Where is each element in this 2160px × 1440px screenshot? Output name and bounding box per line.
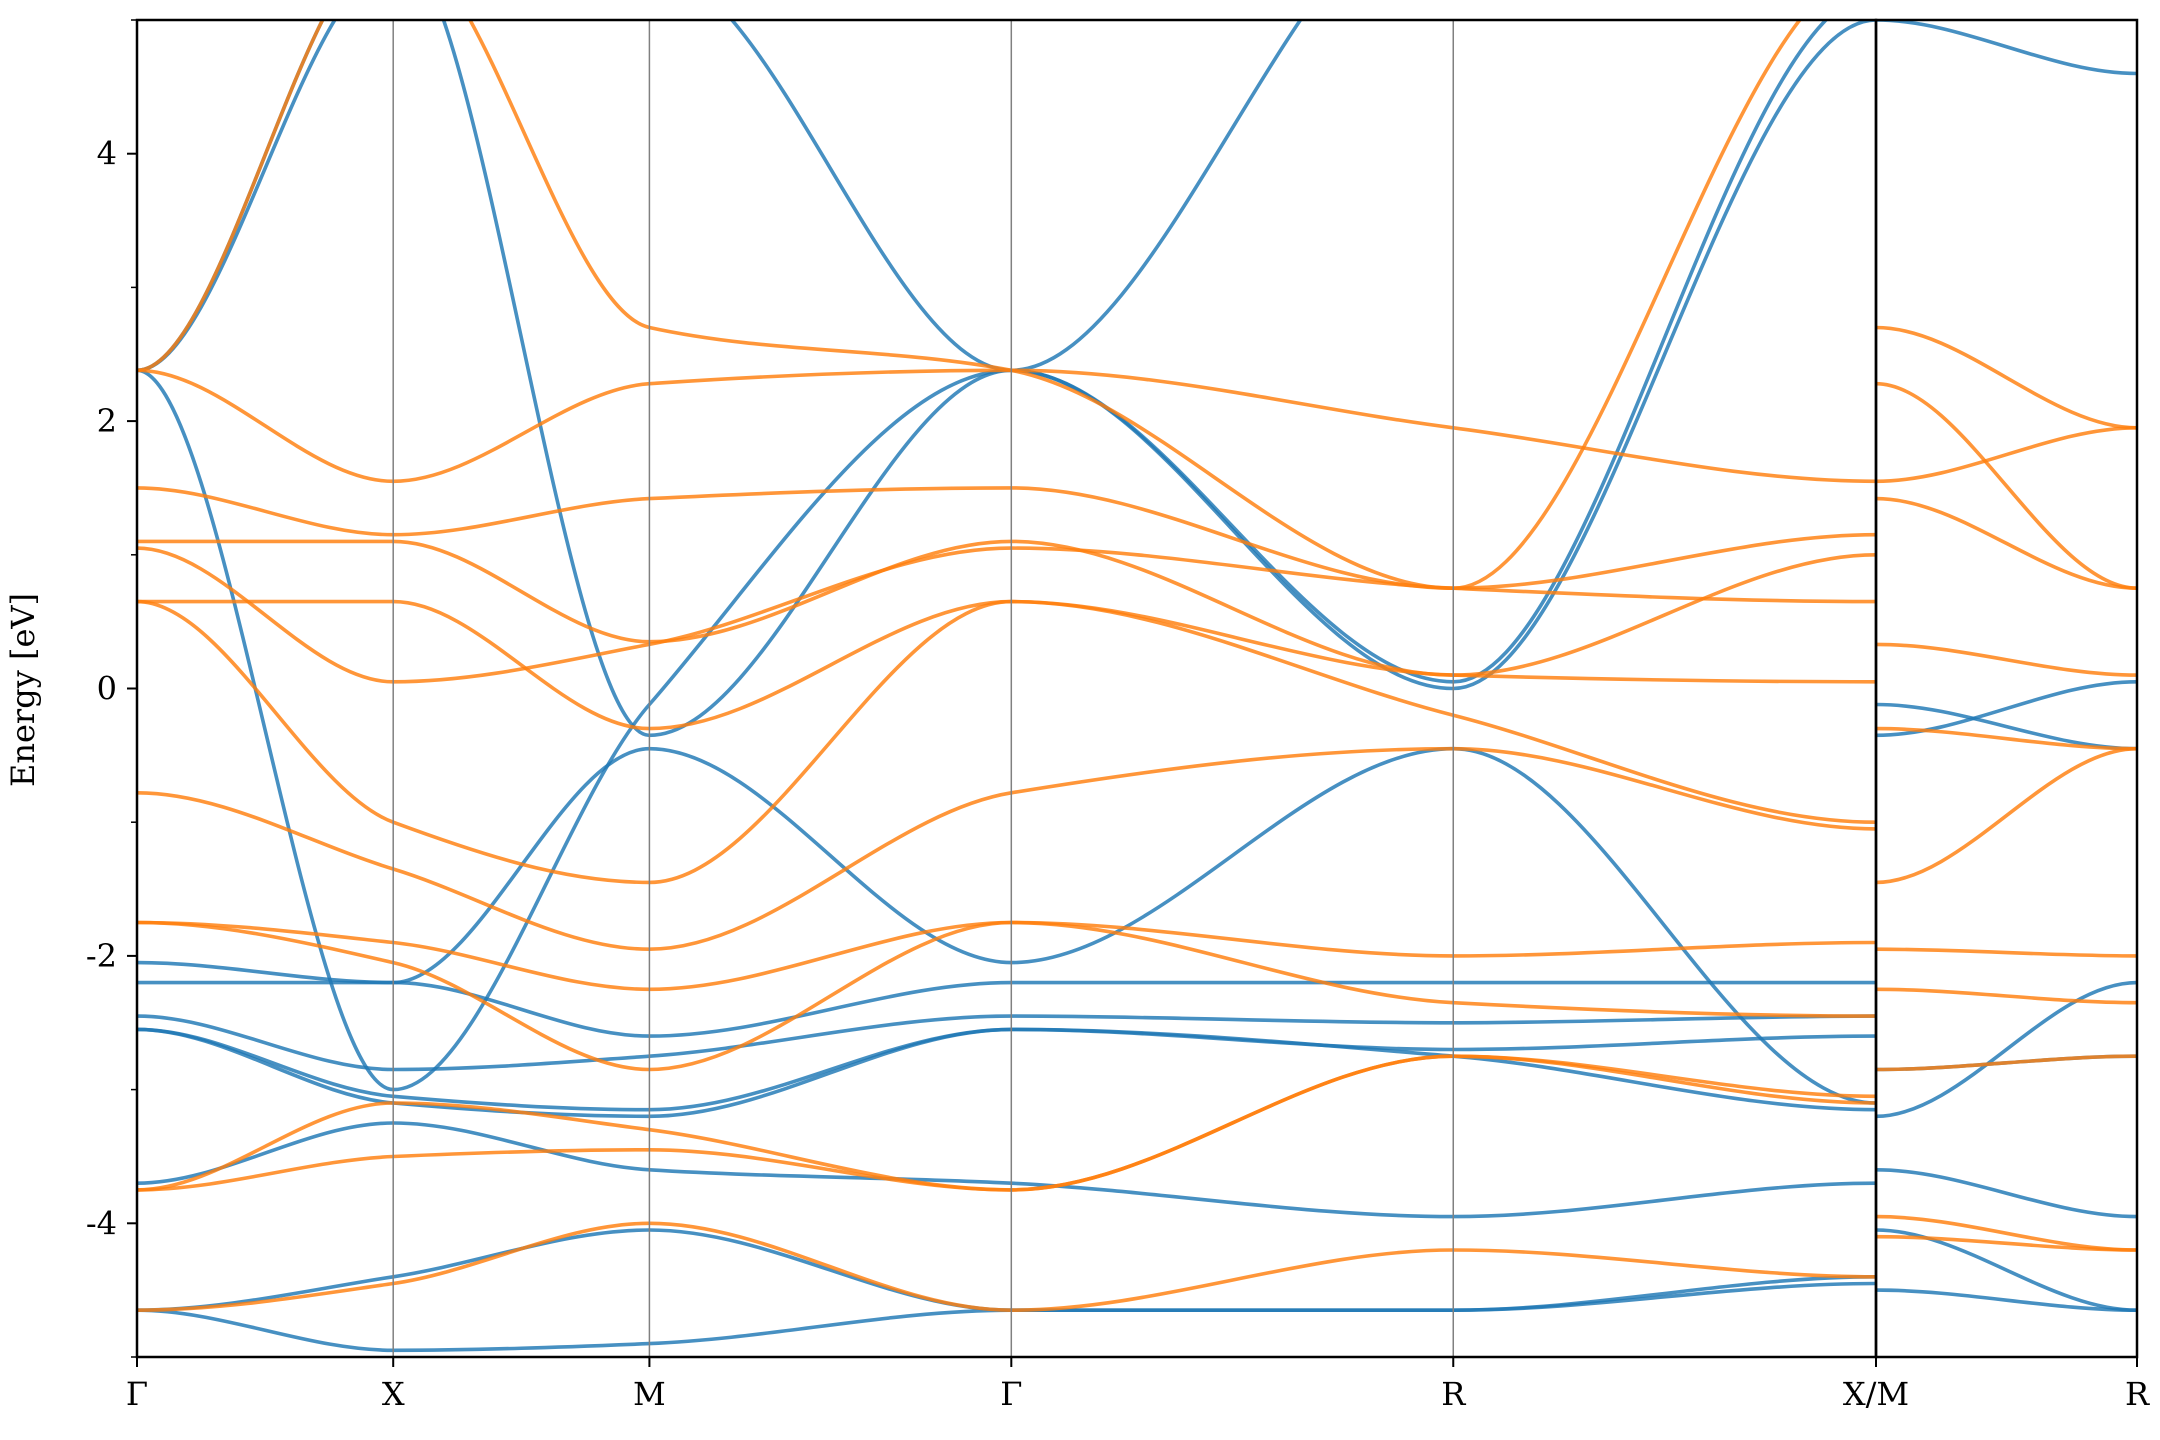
band-blue-25 <box>1876 702 2137 751</box>
x-tick-label: R <box>2125 1375 2150 1413</box>
band-orange-18 <box>137 599 1876 885</box>
band-blue-32 <box>1876 20 2137 76</box>
band-orange-39 <box>1876 746 2137 885</box>
band-blue-6 <box>137 1014 1876 1072</box>
x-tick-label: X/M <box>1843 1375 1909 1413</box>
x-tick-label: M <box>633 1375 666 1413</box>
band-blue-5 <box>137 980 1876 1038</box>
band-orange-35 <box>1876 426 2137 484</box>
x-tick-label: Γ <box>1000 1375 1022 1413</box>
band-blue-26 <box>1876 680 2137 738</box>
band-orange-36 <box>1876 496 2137 590</box>
band-blue-29 <box>1876 1168 2137 1219</box>
band-blue-9 <box>137 1228 1876 1313</box>
band-orange-38 <box>1876 726 2137 751</box>
band-orange-37 <box>1876 642 2137 677</box>
y-tick-label: 4 <box>97 135 117 173</box>
band-orange-34 <box>1876 381 2137 590</box>
band-blue-30 <box>1876 1228 2137 1312</box>
band-orange-19 <box>137 746 1876 951</box>
band-orange-20 <box>137 920 1876 992</box>
y-tick-label: 2 <box>97 402 117 440</box>
x-tick-label: X <box>382 1375 405 1413</box>
band-blue-27 <box>1876 980 2137 1119</box>
band-orange-16 <box>137 546 1876 684</box>
band-blue-1 <box>137 20 1303 373</box>
axes: Γ X M Γ R X/M R -4 -2 0 2 4 <box>86 18 2150 1413</box>
band-orange-42 <box>1876 1054 2137 1072</box>
band-blue-31 <box>1876 1288 2137 1312</box>
panel-2 <box>1876 20 2137 1312</box>
band-orange-33 <box>1876 325 2137 430</box>
band-blue-4 <box>137 746 1876 1105</box>
x-tick-label: R <box>1441 1375 1466 1413</box>
band-orange-41 <box>1876 987 2137 1005</box>
band-blue-10 <box>137 1281 1876 1353</box>
band-orange-40 <box>1876 947 2137 958</box>
y-axis-label: Energy [eV] <box>4 593 42 787</box>
band-orange-14 <box>137 486 1876 590</box>
band-orange-44 <box>1876 1234 2137 1252</box>
band-blue-3 <box>137 20 1829 738</box>
y-tick-label: -4 <box>86 1204 117 1242</box>
band-orange-17 <box>137 599 1876 731</box>
y-tick-label: -2 <box>86 937 117 975</box>
panel-2-frame <box>1874 18 2139 1359</box>
band-orange-15 <box>137 539 1876 677</box>
band-orange-23 <box>137 1221 1876 1312</box>
band-blue-2 <box>137 20 1876 1092</box>
panel-1 <box>137 20 1876 1353</box>
band-orange-12 <box>137 20 1803 590</box>
band-orange-13 <box>137 368 1876 484</box>
y-tick-label: 0 <box>97 670 117 708</box>
x-tick-label: Γ <box>126 1375 148 1413</box>
band-blue-8 <box>137 1121 1876 1219</box>
